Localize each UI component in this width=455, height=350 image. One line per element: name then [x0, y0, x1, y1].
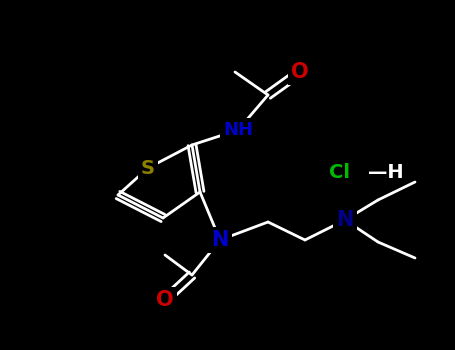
Text: —H: —H	[368, 163, 404, 182]
Text: Cl: Cl	[329, 163, 350, 182]
Text: N: N	[336, 210, 354, 230]
Text: O: O	[156, 290, 174, 310]
Text: O: O	[291, 62, 309, 82]
Text: NH: NH	[223, 121, 253, 139]
Text: S: S	[141, 159, 155, 177]
Text: N: N	[211, 230, 229, 250]
